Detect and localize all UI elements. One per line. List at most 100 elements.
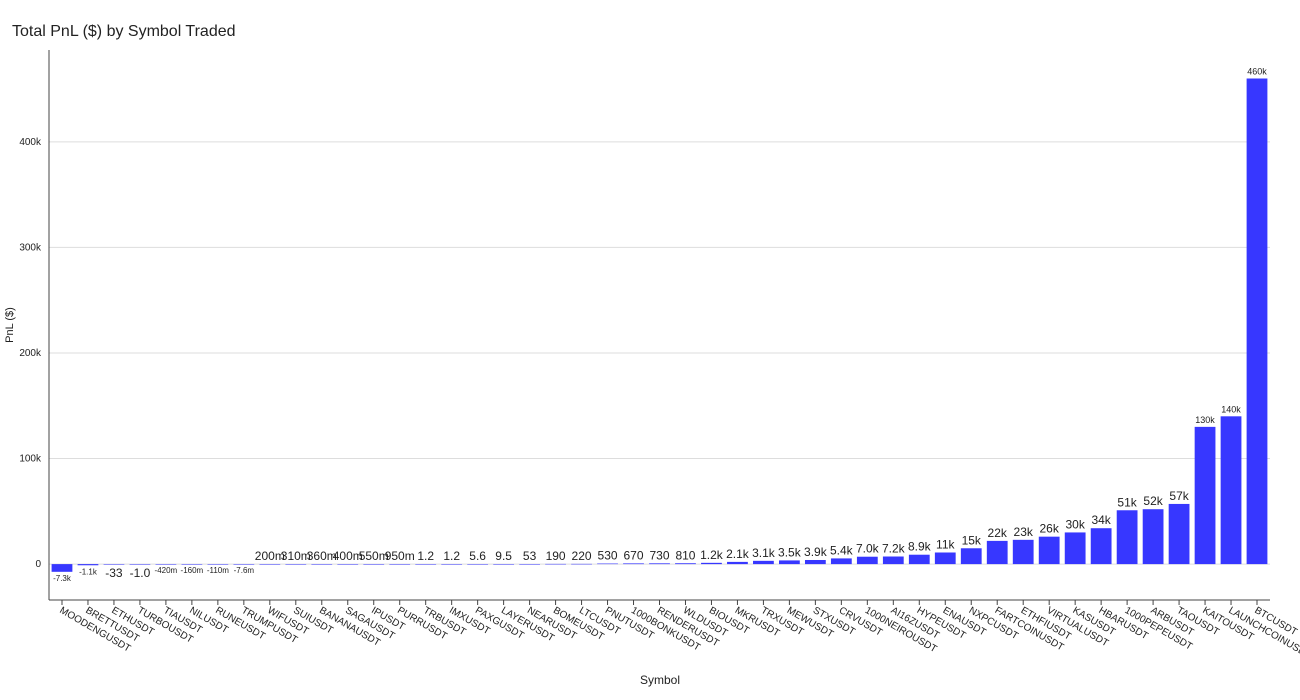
value-label: 23k <box>1014 525 1034 539</box>
bar <box>51 564 73 572</box>
value-label: 310m <box>281 549 311 563</box>
y-tick-label: 400k <box>19 137 42 148</box>
bar <box>830 558 852 565</box>
value-label: 5.4k <box>830 543 854 557</box>
grid <box>49 141 1270 565</box>
bar <box>571 563 592 565</box>
bar <box>1168 503 1190 565</box>
bar <box>389 564 411 565</box>
value-label: -33 <box>105 566 123 580</box>
value-label: 220 <box>572 549 592 563</box>
bar <box>1116 510 1138 565</box>
value-label: 22k <box>988 526 1008 540</box>
bar <box>1012 539 1034 565</box>
value-label: -7.3k <box>53 574 72 583</box>
value-label: 3.9k <box>804 545 828 559</box>
bar <box>1246 78 1268 565</box>
y-tick-label: 300k <box>19 242 42 253</box>
bar <box>77 564 99 566</box>
bar <box>649 563 670 565</box>
value-label: 15k <box>962 533 982 547</box>
bar <box>727 561 748 565</box>
bar <box>337 564 359 565</box>
value-label: 2.1k <box>726 547 750 561</box>
bar <box>415 564 437 565</box>
value-label: 190 <box>546 549 566 563</box>
value-label: 810 <box>675 548 695 562</box>
value-label: 360m <box>307 549 337 563</box>
value-label: 11k <box>936 537 955 551</box>
bar <box>623 563 644 565</box>
value-label: 1.2k <box>700 548 724 562</box>
value-label: 130k <box>1195 415 1215 425</box>
bars <box>51 78 1268 572</box>
value-label: 1.2 <box>417 549 434 563</box>
value-label: -110m <box>207 566 229 575</box>
value-label: -1.1k <box>79 567 98 576</box>
value-label: 34k <box>1091 513 1111 527</box>
bar <box>1220 416 1242 565</box>
value-label: 730 <box>649 548 669 562</box>
bar <box>856 556 878 565</box>
y-tick-label: 100k <box>19 454 42 465</box>
bar <box>960 548 982 565</box>
value-label: 460k <box>1247 67 1267 77</box>
bar <box>207 564 229 565</box>
bar <box>155 564 177 565</box>
bar <box>597 563 618 565</box>
bar <box>1038 536 1060 565</box>
value-label: 3.1k <box>752 546 776 560</box>
bar <box>753 560 774 565</box>
value-label: -420m <box>155 566 178 575</box>
value-label: 670 <box>624 548 644 562</box>
value-label: -160m <box>181 566 204 575</box>
bar <box>1090 528 1112 565</box>
value-label: -7.6m <box>234 566 255 575</box>
value-label: -1.0 <box>130 566 151 580</box>
value-label: 51k <box>1117 495 1137 509</box>
bar <box>1194 426 1216 565</box>
value-label: 1.2 <box>443 549 460 563</box>
bar <box>1142 509 1164 565</box>
value-label: 30k <box>1065 517 1085 531</box>
bar <box>1064 532 1086 565</box>
chart-title: Total PnL ($) by Symbol Traded <box>12 23 236 40</box>
bar <box>804 559 826 565</box>
bar <box>129 564 151 565</box>
value-label: 3.5k <box>778 545 802 559</box>
bar <box>882 556 904 565</box>
value-label: 26k <box>1040 522 1060 536</box>
bar <box>181 564 203 565</box>
value-label: 5.6 <box>469 549 486 563</box>
bar <box>259 564 281 565</box>
value-label: 9.5 <box>495 549 512 563</box>
bar <box>493 564 515 565</box>
bar <box>311 564 333 565</box>
value-label: 8.9k <box>908 540 932 554</box>
value-label: 53 <box>523 549 537 563</box>
bar <box>675 563 696 565</box>
bar <box>779 560 800 565</box>
bar <box>285 564 307 565</box>
y-tick-label: 0 <box>35 559 41 570</box>
bar <box>545 563 566 565</box>
value-label: 950m <box>385 549 415 563</box>
bar <box>519 564 540 565</box>
bar <box>934 552 956 565</box>
value-label: 140k <box>1221 404 1241 414</box>
x-axis-title: Symbol <box>640 673 680 687</box>
y-tick-label: 200k <box>19 348 42 359</box>
bar <box>701 562 722 565</box>
bar <box>363 564 385 565</box>
value-label: 200m <box>255 549 285 563</box>
bar <box>441 564 463 565</box>
bar <box>103 564 125 565</box>
value-label: 530 <box>598 549 618 563</box>
value-label: 52k <box>1143 494 1163 508</box>
value-label: 550m <box>359 549 389 563</box>
bar <box>986 540 1008 565</box>
bar <box>467 564 489 565</box>
value-label: 57k <box>1169 489 1189 503</box>
